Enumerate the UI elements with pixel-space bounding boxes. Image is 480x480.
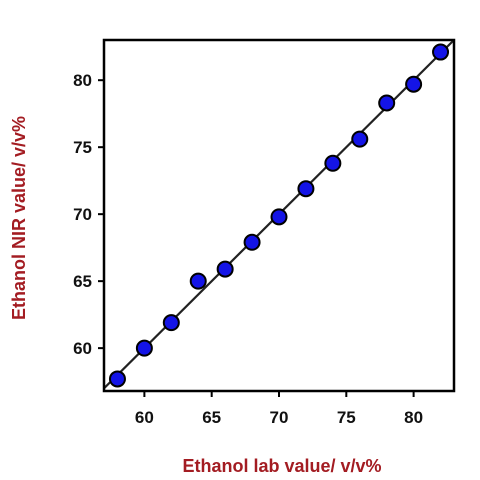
y-axis-title: Ethanol NIR value/ v/v% <box>9 116 29 320</box>
data-point <box>108 370 126 388</box>
y-tick-label: 60 <box>73 339 92 358</box>
y-tick-label: 80 <box>73 71 92 90</box>
data-point <box>135 339 153 357</box>
y-tick-label: 65 <box>73 272 92 291</box>
data-point <box>189 272 207 290</box>
data-point <box>270 208 288 226</box>
x-axis-title: Ethanol lab value/ v/v% <box>182 456 381 476</box>
data-point <box>378 94 396 112</box>
x-tick-label: 75 <box>337 408 356 427</box>
data-point <box>432 43 450 61</box>
x-tick-label: 60 <box>135 408 154 427</box>
data-point <box>405 75 423 93</box>
data-point <box>216 260 234 278</box>
data-point <box>297 180 315 198</box>
x-tick-label: 80 <box>404 408 423 427</box>
data-point <box>351 130 369 148</box>
y-tick-label: 75 <box>73 138 92 157</box>
y-tick-label: 70 <box>73 205 92 224</box>
x-tick-label: 65 <box>202 408 221 427</box>
data-point <box>243 233 261 251</box>
plot-area: 60 65 70 75 80 60 65 70 75 80 <box>73 38 456 427</box>
data-point <box>162 314 180 332</box>
data-point <box>324 154 342 172</box>
x-tick-label: 70 <box>270 408 289 427</box>
